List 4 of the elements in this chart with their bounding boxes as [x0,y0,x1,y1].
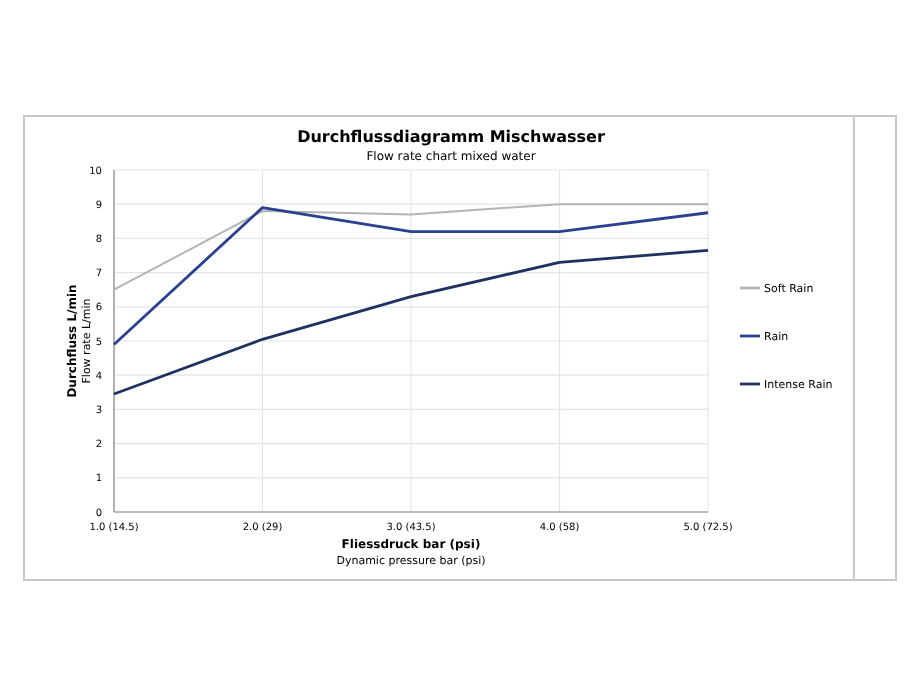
line-series [113,203,709,291]
chart-title: Durchflussdiagramm Mischwasser [297,128,605,146]
line-series [112,206,710,346]
line-series [112,248,710,396]
